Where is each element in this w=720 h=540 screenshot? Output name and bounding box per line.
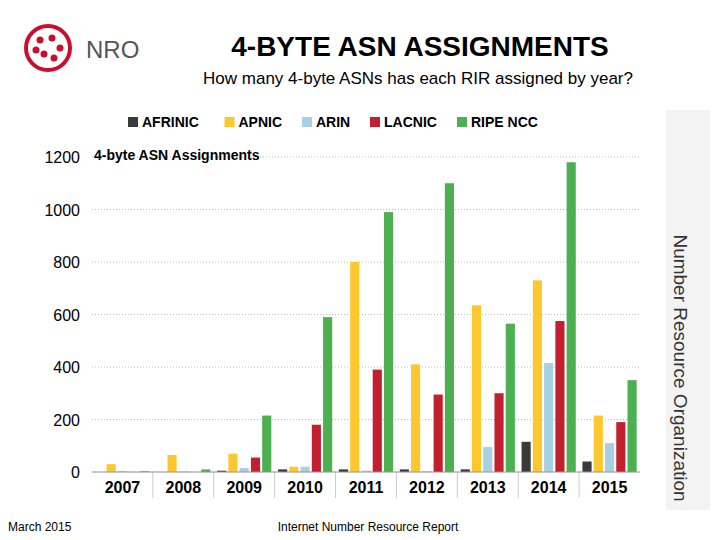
bar	[434, 395, 443, 472]
bar	[544, 363, 553, 472]
x-tick-label: 2009	[226, 479, 262, 496]
bar	[472, 305, 481, 472]
y-tick-label: 400	[53, 359, 80, 376]
category-separator	[152, 472, 153, 498]
legend-label: ARIN	[316, 114, 350, 130]
grid-line	[92, 262, 640, 263]
bar	[594, 416, 603, 472]
legend-label: APNIC	[239, 114, 283, 130]
logo-text: NRO	[86, 36, 139, 63]
x-tick-label: 2011	[349, 479, 384, 496]
x-tick-label: 2008	[166, 479, 202, 496]
logo-dot	[33, 47, 40, 54]
legend-swatch	[370, 117, 380, 127]
category-separator	[274, 472, 275, 498]
category-separator	[396, 472, 397, 498]
bar	[107, 464, 116, 472]
bar	[228, 454, 237, 472]
x-tick-label: 2014	[531, 479, 567, 496]
bar	[312, 425, 321, 472]
bar	[289, 467, 298, 472]
y-tick-label: 1000	[44, 202, 80, 219]
bar	[301, 467, 310, 472]
bar	[251, 458, 260, 472]
bar	[262, 416, 271, 472]
footer-date: March 2015	[8, 520, 72, 534]
bar	[483, 447, 492, 472]
logo: NRO	[26, 26, 139, 70]
bars	[107, 162, 637, 472]
category-separator	[213, 472, 214, 498]
logo-dot	[41, 51, 48, 58]
x-tick-label: 2015	[592, 479, 628, 496]
category-separator	[579, 472, 580, 498]
x-tick-label: 2010	[287, 479, 323, 496]
bar	[350, 262, 359, 472]
side-band	[666, 110, 710, 510]
side-text: Number Resource Organization	[670, 234, 691, 501]
legend-swatch	[225, 117, 235, 127]
category-separator	[457, 472, 458, 498]
logo-dot	[57, 45, 64, 52]
bar	[555, 321, 564, 472]
bar	[494, 393, 503, 472]
category-separator	[518, 472, 519, 498]
legend-swatch	[302, 117, 312, 127]
bar	[522, 442, 531, 472]
logo-ring	[26, 26, 70, 70]
bar	[616, 422, 625, 472]
bar	[411, 364, 420, 472]
legend-label: AFRINIC	[142, 114, 199, 130]
bar	[628, 380, 637, 472]
y-tick-label: 600	[53, 307, 80, 324]
title: 4-BYTE ASN ASSIGNMENTS	[231, 31, 609, 62]
bar	[240, 468, 249, 472]
grid-line	[92, 314, 640, 315]
y-tick-label: 1200	[44, 149, 80, 166]
legend-swatch	[457, 117, 467, 127]
legend-swatch	[128, 117, 138, 127]
bar	[323, 317, 332, 472]
bar	[533, 280, 542, 472]
x-tick-label: 2012	[409, 479, 445, 496]
x-axis	[92, 472, 640, 473]
bar	[506, 324, 515, 472]
bar	[567, 162, 576, 472]
legend: AFRINIC APNIC ARIN LACNIC RIPE NCC	[128, 114, 538, 130]
legend-label: RIPE NCC	[471, 114, 538, 130]
logo-dot	[37, 37, 44, 44]
bar	[582, 462, 591, 473]
category-separator	[335, 472, 336, 498]
subtitle: How many 4-byte ASNs has each RIR assign…	[203, 69, 633, 88]
y-tick-label: 0	[71, 464, 80, 481]
slide: NRO 4-BYTE ASN ASSIGNMENTS How many 4-byte…	[0, 0, 720, 540]
x-tick-label: 2007	[105, 479, 141, 496]
bar	[445, 183, 454, 472]
logo-dot	[51, 55, 58, 62]
bar	[373, 370, 382, 472]
y-tick-label: 800	[53, 254, 80, 271]
bar	[605, 443, 614, 472]
chart: 0 200 400 600 800 1000 1200 4-byte ASN Assignme…	[44, 114, 640, 498]
bar	[168, 455, 177, 472]
grid-line	[92, 472, 640, 473]
x-tick-label: 2013	[470, 479, 506, 496]
legend-label: LACNIC	[384, 114, 437, 130]
bar	[384, 212, 393, 472]
grid-line	[92, 209, 640, 210]
y-tick-label: 200	[53, 412, 80, 429]
chart-title: 4-byte ASN Assignments	[94, 147, 260, 163]
logo-dot	[49, 35, 56, 42]
footer-report: Internet Number Resource Report	[278, 520, 459, 534]
